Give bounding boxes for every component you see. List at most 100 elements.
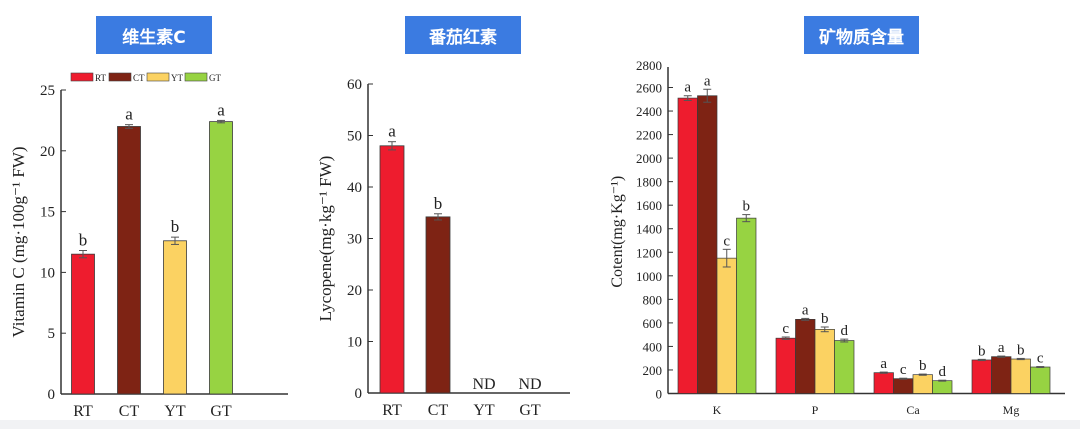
x-tick-label: RT (382, 402, 402, 419)
y-tick-label: 10 (347, 335, 362, 351)
y-tick-label-cut: 2800 (636, 58, 662, 73)
mineral-chart: 0 200 400 600 800 1000 1200 1400 1600 1800 2000 220… (609, 58, 1065, 417)
lycopene-chart: 0 10 20 30 40 50 60 Lycopene(mg·kg⁻¹ FW) a RT b CT N… (316, 77, 570, 419)
x-tick-label: P (812, 403, 819, 417)
legend-label: GT (209, 73, 221, 83)
bar-rt (71, 253, 95, 395)
y-axis-label: Cotent(mg·Kg⁻¹) (609, 176, 626, 288)
lycopene-title: 番茄红素 (405, 16, 521, 54)
bar-k-ct (697, 95, 718, 394)
y-tick-label: 2200 (636, 128, 662, 143)
y-tick-label: 1000 (636, 269, 662, 284)
x-tick-label: K (713, 403, 722, 417)
significance-letter: b (743, 199, 751, 215)
y-tick-label: 2000 (636, 151, 662, 166)
bar-ct (425, 216, 451, 394)
y-tick-label: 1600 (636, 198, 662, 213)
significance-letter: c (782, 321, 789, 337)
y-tick-label: 0 (48, 387, 56, 403)
bar-ca-ct (893, 378, 914, 394)
y-tick-label: 10 (40, 265, 55, 281)
significance-letter: c (1037, 351, 1044, 367)
y-tick-label: 30 (347, 232, 362, 248)
bar-k-rt (677, 97, 698, 394)
vitamin-c-chart: 0 5 10 15 20 25 Vitamin C (mg·100g⁻¹ FW) b RT a CT… (9, 72, 288, 420)
bar-ca-rt (873, 372, 894, 394)
bar-ct (117, 126, 141, 395)
y-tick-label: 20 (40, 144, 55, 160)
x-tick-label: CT (119, 403, 140, 420)
x-tick-label: CT (428, 402, 449, 419)
legend-label: RT (95, 73, 106, 83)
y-tick-label: 20 (347, 283, 362, 299)
x-tick-label: YT (164, 403, 186, 420)
y-tick-label: 2400 (636, 104, 662, 119)
significance-letter: b (79, 231, 88, 250)
bar-ca-gt (932, 380, 953, 394)
significance-letter: a (802, 302, 809, 318)
vitamin-c-title: 维生素C (96, 16, 212, 54)
legend: RT CT YT GT (70, 72, 221, 83)
significance-letter: c (723, 233, 730, 249)
mineral-title: 矿物质含量 (804, 16, 919, 54)
x-tick-label: Mg (1003, 403, 1020, 417)
legend-swatch-yt (146, 72, 170, 82)
significance-letter: c (900, 362, 907, 378)
y-tick-label: 600 (643, 316, 663, 331)
legend-swatch-ct (108, 72, 132, 82)
bar-mg-gt (1030, 366, 1051, 394)
x-tick-label: RT (73, 403, 93, 420)
y-tick-label: 50 (347, 129, 362, 145)
x-tick-label: GT (519, 402, 541, 419)
y-axis-label: Vitamin C (mg·100g⁻¹ FW) (9, 146, 28, 337)
significance-letter: a (684, 80, 691, 96)
significance-letter: b (919, 358, 927, 374)
not-detected-label: ND (518, 376, 541, 393)
x-tick-label: Ca (906, 403, 920, 417)
footer-strip (0, 420, 1080, 429)
bar-p-rt (775, 337, 796, 394)
y-tick-label: 0 (355, 386, 363, 402)
significance-letter: a (998, 340, 1005, 356)
significance-letter: a (880, 356, 887, 372)
legend-swatch-rt (70, 72, 94, 82)
significance-letter: b (821, 311, 829, 327)
y-tick-label: 25 (40, 83, 55, 99)
y-tick-label: 1800 (636, 175, 662, 190)
significance-letter: a (217, 100, 225, 119)
significance-letter: b (978, 343, 986, 359)
bar-p-gt (834, 340, 855, 394)
bar-yt (163, 240, 187, 395)
y-tick-label: 800 (643, 292, 663, 307)
significance-letter: b (171, 217, 180, 236)
y-tick-label: 60 (347, 77, 362, 93)
y-tick-label: 2600 (636, 81, 662, 96)
bar-mg-rt (971, 359, 992, 394)
y-tick-label: 15 (40, 205, 55, 221)
significance-letter: a (125, 105, 133, 124)
legend-label: CT (133, 73, 145, 83)
x-tick-label: GT (210, 403, 232, 420)
y-axis-label: Lycopene(mg·kg⁻¹ FW) (316, 156, 335, 322)
y-tick-label: 200 (643, 363, 663, 378)
y-tick-label: 5 (48, 326, 56, 342)
significance-letter: a (388, 122, 396, 141)
y-tick-label: 1400 (636, 222, 662, 237)
x-tick-label: YT (473, 402, 495, 419)
bar-rt (379, 145, 405, 394)
significance-letter: b (434, 194, 443, 213)
y-tick-label: 0 (656, 387, 663, 402)
bar-ca-yt (912, 374, 933, 394)
significance-letter: d (841, 323, 849, 339)
bar-p-ct (795, 319, 816, 394)
bar-k-yt (716, 257, 737, 394)
significance-letter: d (939, 364, 947, 380)
bar-k-gt (736, 217, 757, 394)
significance-letter: a (704, 73, 711, 89)
y-tick-label: 400 (643, 339, 663, 354)
significance-letter: b (1017, 342, 1025, 358)
bar-p-yt (814, 329, 835, 394)
legend-swatch-gt (184, 72, 208, 82)
bar-mg-yt (1010, 358, 1031, 394)
